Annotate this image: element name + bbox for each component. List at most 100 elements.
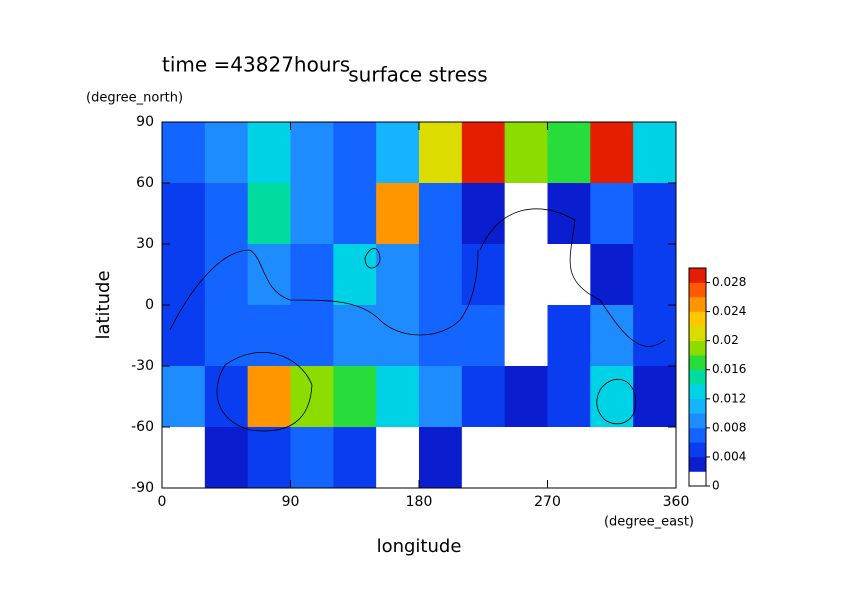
colorbar-bin bbox=[689, 369, 706, 385]
cell bbox=[504, 305, 548, 367]
colorbar-bin bbox=[689, 384, 706, 400]
colorbar-bin bbox=[689, 268, 706, 283]
cell bbox=[290, 244, 334, 306]
cell bbox=[376, 305, 420, 367]
colorbar-tick-label: 0.012 bbox=[712, 391, 746, 405]
colorbar-bin bbox=[689, 326, 706, 341]
cell bbox=[290, 183, 334, 245]
coastline bbox=[169, 249, 479, 336]
cell bbox=[204, 366, 249, 428]
colorbar-tick-label: 0.028 bbox=[712, 275, 746, 289]
colorbar-bin bbox=[689, 413, 706, 429]
cell bbox=[162, 122, 206, 184]
axes: 0 90 180 270 360 -90 -60 -30 0 30 60 90 bbox=[131, 114, 689, 510]
cell bbox=[333, 427, 377, 489]
colorbar-tick-label: 0.004 bbox=[712, 449, 746, 463]
colorbar-bin bbox=[689, 456, 706, 472]
cell bbox=[376, 183, 420, 245]
coastline bbox=[479, 208, 666, 347]
cell bbox=[504, 427, 548, 489]
coastlines bbox=[169, 208, 666, 432]
cell bbox=[419, 427, 463, 489]
cell bbox=[461, 366, 506, 428]
coastline bbox=[596, 378, 637, 425]
cell bbox=[461, 427, 506, 489]
colorbar-bin bbox=[689, 282, 706, 298]
colorbar: 0 0.004 0.008 0.012 0.016 0.02 0.024 0.028 bbox=[688, 267, 746, 493]
y-tick-label: -90 bbox=[131, 480, 154, 496]
cell bbox=[290, 122, 334, 184]
cell bbox=[333, 366, 377, 428]
cell bbox=[290, 366, 334, 428]
cell bbox=[247, 366, 291, 428]
x-tick-label: 360 bbox=[663, 494, 690, 510]
cell bbox=[547, 183, 591, 245]
cell bbox=[162, 244, 206, 306]
subtitle: time =43827hours bbox=[162, 53, 350, 77]
chart-title: surface stress bbox=[348, 63, 487, 87]
colorbar-bin bbox=[689, 442, 706, 458]
cell bbox=[333, 244, 377, 306]
cell bbox=[290, 427, 334, 489]
cell bbox=[461, 244, 506, 306]
cell bbox=[504, 366, 548, 428]
cell bbox=[162, 427, 206, 489]
cell bbox=[419, 366, 463, 428]
heatmap bbox=[162, 122, 677, 489]
coastline bbox=[364, 248, 381, 269]
cell bbox=[247, 122, 291, 184]
colorbar-bin bbox=[689, 398, 706, 414]
cell bbox=[290, 305, 334, 367]
cell bbox=[504, 122, 548, 184]
cell bbox=[590, 427, 634, 489]
cell bbox=[376, 427, 420, 489]
cell bbox=[590, 183, 634, 245]
cell bbox=[633, 366, 677, 428]
y-tick-label: 90 bbox=[136, 114, 154, 130]
cell bbox=[376, 122, 420, 184]
x-axis-label: longitude bbox=[377, 536, 462, 557]
y-tick-label: -30 bbox=[131, 358, 154, 374]
colorbar-tick-label: 0.02 bbox=[712, 333, 739, 347]
colorbar-tick-label: 0.016 bbox=[712, 362, 746, 376]
cell bbox=[247, 183, 291, 245]
cell bbox=[633, 122, 677, 184]
cell bbox=[419, 305, 463, 367]
cell bbox=[547, 427, 591, 489]
cell bbox=[419, 244, 463, 306]
cell bbox=[633, 305, 677, 367]
colorbar-bin bbox=[689, 311, 706, 327]
cell bbox=[590, 122, 634, 184]
y-tick-label: 0 bbox=[145, 297, 154, 313]
cell bbox=[547, 244, 591, 306]
x-tick-label: 270 bbox=[534, 494, 561, 510]
x-tick-label: 90 bbox=[282, 494, 300, 510]
colorbar-tick-label: 0.008 bbox=[712, 420, 746, 434]
cell bbox=[204, 122, 249, 184]
cell bbox=[376, 244, 420, 306]
colorbar-frame bbox=[688, 267, 707, 487]
x-tick-label: 0 bbox=[158, 494, 167, 510]
cell bbox=[461, 122, 506, 184]
colorbar-bin bbox=[689, 355, 706, 371]
x-unit: (degree_east) bbox=[604, 515, 694, 530]
colorbar-tick-label: 0 bbox=[712, 479, 720, 493]
cell bbox=[204, 244, 249, 306]
y-axis-label: latitude bbox=[93, 270, 114, 339]
x-tick-label: 180 bbox=[406, 494, 433, 510]
cell bbox=[247, 427, 291, 489]
cell bbox=[376, 366, 420, 428]
cell bbox=[461, 305, 506, 367]
cell bbox=[633, 427, 677, 489]
cell bbox=[333, 122, 377, 184]
cell bbox=[590, 244, 634, 306]
cell bbox=[204, 305, 249, 367]
cell bbox=[547, 122, 591, 184]
cell bbox=[504, 183, 548, 245]
colorbar-bin bbox=[689, 297, 706, 312]
cell bbox=[590, 305, 634, 367]
cell bbox=[504, 244, 548, 306]
colorbar-bin bbox=[689, 340, 706, 356]
y-tick-label: -60 bbox=[131, 419, 154, 435]
